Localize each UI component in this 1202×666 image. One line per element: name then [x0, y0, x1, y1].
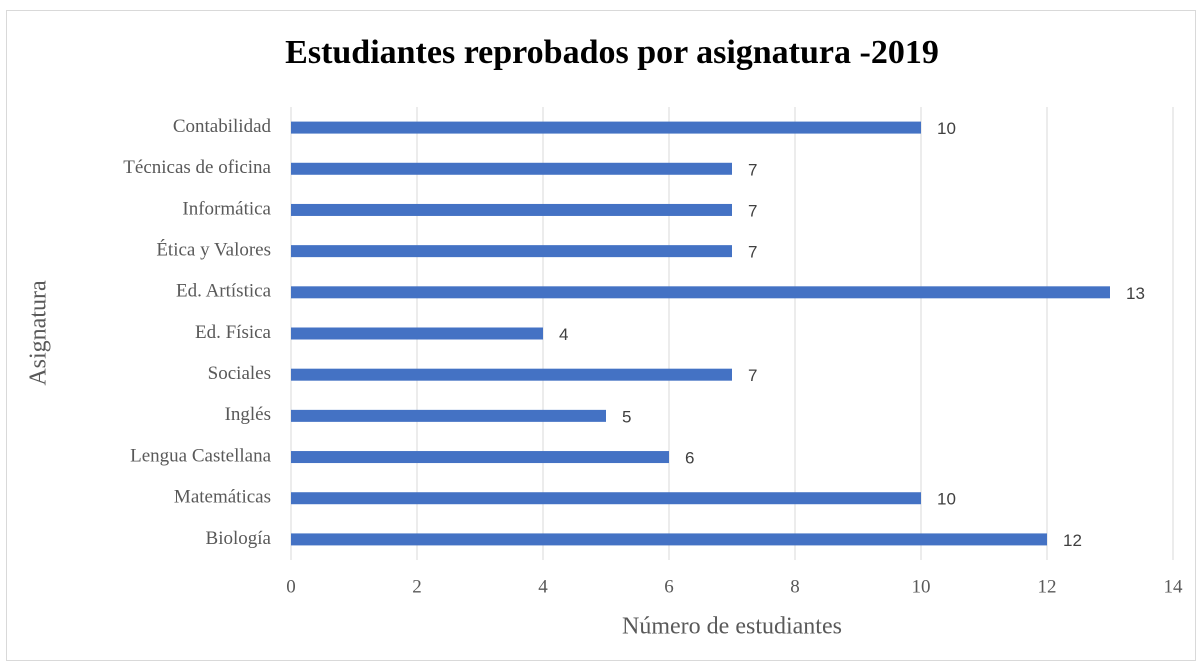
- chart-border: [6, 10, 1196, 661]
- bar: [291, 492, 921, 505]
- bar: [291, 162, 732, 175]
- data-label: 10: [937, 119, 956, 138]
- data-label: 5: [622, 407, 631, 426]
- y-tick-label: Técnicas de oficina: [123, 157, 271, 178]
- bar: [291, 286, 1110, 299]
- y-tick-label: Ed. Física: [195, 322, 272, 343]
- x-tick-label: 2: [412, 576, 422, 597]
- data-label: 7: [748, 201, 757, 220]
- bar: [291, 121, 921, 134]
- bar: [291, 368, 732, 381]
- y-tick-label: Inglés: [225, 404, 271, 425]
- y-tick-label: Sociales: [208, 363, 271, 384]
- data-label: 7: [748, 243, 757, 262]
- y-tick-label: Informática: [182, 198, 271, 219]
- data-label: 13: [1126, 284, 1145, 303]
- x-tick-label: 14: [1164, 576, 1184, 597]
- data-label: 7: [748, 366, 757, 385]
- bar: [291, 245, 732, 258]
- y-tick-label: Ed. Artística: [176, 281, 272, 302]
- y-axis-label: Asignatura: [26, 280, 52, 386]
- bar: [291, 533, 1047, 546]
- chart-title: Estudiantes reprobados por asignatura -2…: [285, 34, 939, 71]
- x-tick-label: 6: [664, 576, 674, 597]
- y-tick-label: Lengua Castellana: [130, 445, 271, 466]
- x-axis-label: Número de estudiantes: [622, 614, 842, 640]
- x-tick-label: 8: [790, 576, 800, 597]
- data-label: 12: [1063, 531, 1082, 550]
- bar: [291, 409, 606, 422]
- data-label: 10: [937, 490, 956, 509]
- bar: [291, 203, 732, 216]
- y-tick-label: Ética y Valores: [156, 238, 271, 260]
- y-tick-label: Matemáticas: [174, 487, 271, 508]
- data-label: 4: [559, 325, 568, 344]
- x-tick-label: 4: [538, 576, 548, 597]
- y-tick-label: Contabilidad: [173, 116, 272, 137]
- x-tick-label: 0: [286, 576, 296, 597]
- bar: [291, 327, 543, 340]
- x-tick-label: 12: [1038, 576, 1057, 597]
- data-label: 6: [685, 449, 694, 468]
- data-label: 7: [748, 160, 757, 179]
- y-tick-label: Biología: [206, 528, 272, 549]
- bar: [291, 451, 669, 464]
- x-tick-label: 10: [912, 576, 931, 597]
